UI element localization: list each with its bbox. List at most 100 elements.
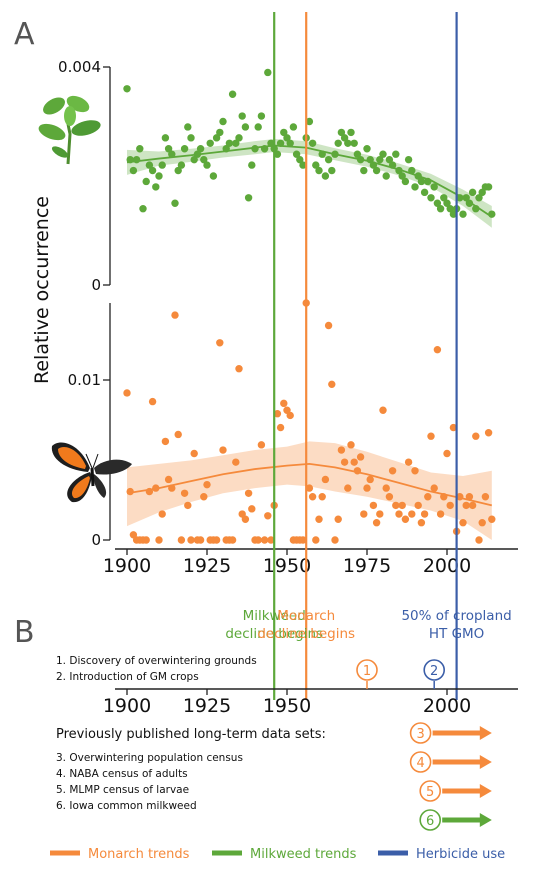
x-tick-label-a: 2000 (423, 555, 471, 577)
monarch-point (264, 512, 272, 520)
milkweed-point (324, 155, 333, 164)
milkweed-point (420, 188, 429, 197)
event-description: 1. Discovery of overwintering grounds (56, 655, 257, 667)
confidence-bands (127, 138, 492, 540)
monarch-point (142, 536, 150, 544)
milkweed-point (350, 139, 358, 147)
monarch-event-label-line2: decline begins (257, 626, 355, 642)
milkweed-point (443, 199, 451, 207)
panel-label-a: A (14, 17, 35, 52)
milkweed-point (401, 177, 410, 186)
event-lines (273, 12, 458, 700)
monarch-legend-label: Monarch trends (88, 847, 190, 862)
milkweed-point (180, 145, 189, 153)
milkweed-point (385, 155, 394, 164)
monarch-point (385, 493, 394, 501)
milkweed-point (174, 166, 182, 175)
monarch-point (312, 536, 320, 544)
monarch-point (337, 446, 346, 454)
milkweed-point (235, 134, 243, 142)
milkweed-point (126, 155, 134, 164)
monarch-point (273, 410, 282, 418)
dataset-arrows: 3 45 6 (409, 722, 492, 831)
milkweed-point (264, 68, 272, 77)
monarch-point (276, 423, 285, 432)
milkweed-point (206, 139, 214, 147)
monarch-point (404, 458, 413, 466)
monarch-point (164, 475, 173, 484)
milkweed-point (267, 139, 275, 147)
monarch-point (315, 515, 323, 523)
milkweed-point (276, 139, 285, 147)
milkweed-point (196, 145, 205, 153)
milkweed-point (414, 172, 422, 180)
monarch-point (260, 536, 269, 544)
monarch-point (481, 493, 490, 501)
monarch-point (318, 493, 326, 501)
monarch-point (212, 536, 221, 544)
milkweed-point (228, 90, 237, 98)
monarch-point (433, 346, 442, 354)
monarch-point (286, 411, 294, 420)
dataset-description: 3. Overwintering population census (56, 752, 243, 764)
milkweed-point (171, 199, 179, 207)
milkweed-point (299, 161, 307, 169)
monarch-point (219, 446, 227, 454)
monarch-point (392, 501, 400, 510)
monarch-point (484, 429, 493, 437)
milkweed-point (244, 194, 253, 202)
milkweed-point (145, 161, 154, 169)
monarch-point (267, 536, 275, 544)
milkweed-plant-icon (38, 95, 101, 165)
milkweed-point (328, 166, 336, 175)
monarch-point (372, 519, 381, 527)
milkweed-point (427, 194, 435, 202)
milkweed-point (334, 139, 342, 147)
milkweed-point (417, 177, 426, 186)
milkweed-point (177, 161, 186, 169)
monarch-point (248, 505, 256, 513)
dataset-description: 6. Iowa common milkweed (56, 800, 197, 812)
milkweed-point (148, 166, 157, 175)
milkweed-point (488, 210, 496, 218)
milkweed-point (132, 155, 141, 164)
milkweed-point (337, 128, 346, 137)
monarch-y-tick-label-zero: 0 (91, 531, 101, 549)
milkweed-point (472, 205, 480, 213)
milkweed-point (484, 183, 493, 191)
monarch-point (401, 515, 410, 523)
monarch-point (459, 519, 467, 527)
monarch-point (340, 458, 349, 466)
monarch-y-tick-label-top: 0.01 (68, 371, 101, 389)
monarch-point (331, 536, 339, 544)
monarch-point (456, 493, 464, 501)
monarch-point (353, 467, 362, 475)
milkweed-point (353, 150, 362, 158)
milkweed-point (318, 150, 326, 158)
x-tick-label-a: 1975 (343, 555, 391, 577)
milkweed-point (369, 161, 378, 169)
monarch-point (350, 458, 358, 466)
milkweed-point (139, 205, 147, 213)
event-marker (423, 659, 446, 681)
monarch-point (161, 437, 170, 446)
monarch-point (472, 432, 480, 440)
milkweed-point (193, 150, 202, 158)
milkweed-point (468, 188, 477, 197)
milkweed-point (232, 139, 240, 147)
monarch-point (177, 536, 186, 544)
milkweed-point (321, 172, 330, 180)
monarch-point (488, 515, 496, 523)
x-axis-b-ticks: 1900 1925 1950 2000 (103, 689, 471, 717)
monarch-point (430, 484, 438, 492)
monarch-point (411, 467, 419, 475)
milkweed-point (404, 155, 413, 164)
dataset-description: 5. MLMP census of larvae (56, 784, 189, 796)
event-marker (356, 659, 378, 681)
monarch-point (174, 430, 182, 439)
event-description: 2. Introduction of GM crops (56, 671, 199, 683)
monarch-point (360, 510, 368, 518)
monarch-point (148, 397, 157, 406)
dataset-arrow-head (479, 784, 492, 798)
dataset-arrow-head (479, 726, 492, 740)
